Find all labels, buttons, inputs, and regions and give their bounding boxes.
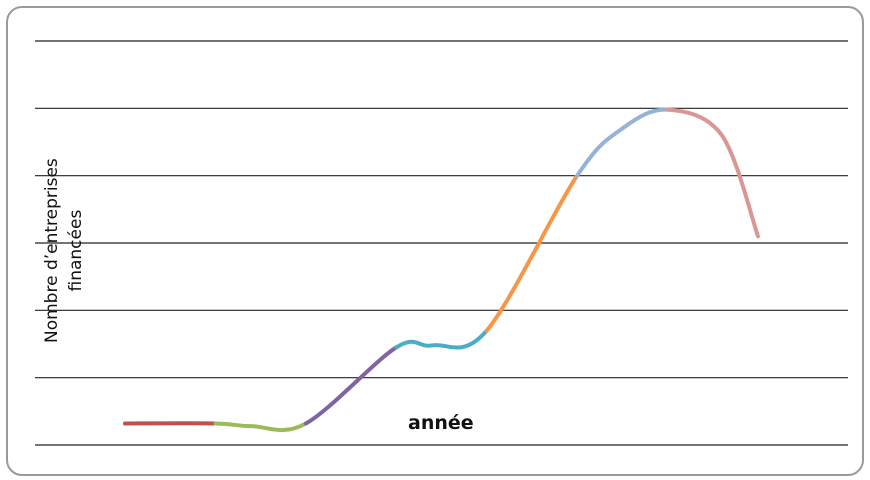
line-segment-5 — [484, 173, 580, 333]
line-segment-4 — [394, 328, 489, 350]
line-segment-7 — [665, 107, 760, 239]
x-axis-label: année — [408, 412, 474, 434]
y-axis-label-line-1: Nombre d’entreprises — [42, 157, 62, 343]
series-line — [123, 107, 760, 433]
gridlines — [35, 40, 848, 446]
line-segment-3 — [303, 345, 399, 426]
y-axis-label-line-2: financées — [66, 209, 86, 291]
line-segment-2 — [213, 421, 308, 433]
line-segment-6 — [575, 107, 670, 178]
chart-frame — [6, 6, 864, 476]
